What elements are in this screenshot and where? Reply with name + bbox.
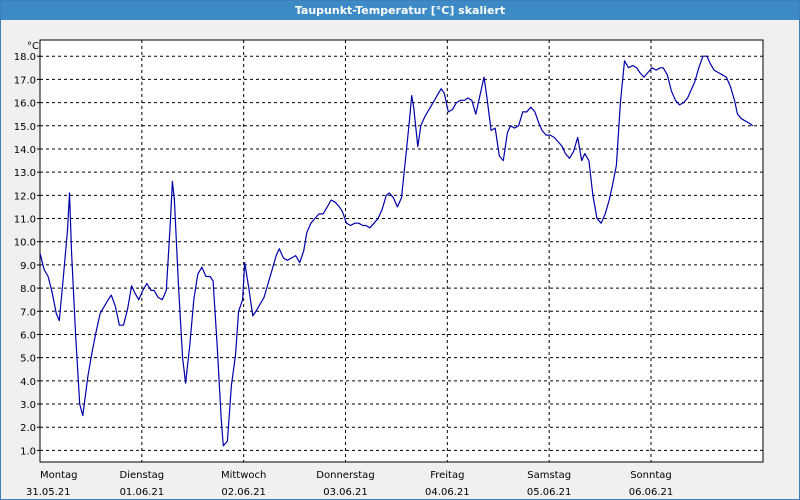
- x-day-label: Samstag: [527, 470, 571, 481]
- chart-title: Taupunkt-Temperatur [°C] skaliert: [1, 1, 799, 20]
- y-tick-label: 8.0: [20, 284, 36, 295]
- y-tick-label: 17.0: [14, 75, 36, 86]
- series-group: [39, 55, 754, 447]
- series-line: [39, 55, 754, 447]
- x-day-label: Freitag: [430, 470, 464, 481]
- y-axis-unit: °C: [27, 41, 39, 52]
- x-date-label: 06.06.21: [629, 487, 674, 498]
- x-day-label: Mittwoch: [221, 470, 266, 481]
- y-tick-label: 5.0: [20, 354, 36, 365]
- y-tick-label: 7.0: [20, 307, 36, 318]
- y-tick-label: 6.0: [20, 330, 36, 341]
- y-tick-label: 12.0: [14, 191, 36, 202]
- y-tick-label: 11.0: [14, 215, 36, 226]
- x-date-label: 05.06.21: [527, 487, 572, 498]
- y-tick-label: 16.0: [14, 99, 36, 110]
- y-tick-label: 1.0: [20, 446, 36, 457]
- x-axis-labels: Montag 31.05.21 Dienstag 01.06.21 Mittwoch 02…: [26, 470, 673, 498]
- x-day-label: Dienstag: [120, 470, 165, 481]
- y-axis: 1.0 2.0 3.0 4.0 5.0 6.0 7.0 8.0 9.0 10.0 11.0 12.0 1…: [14, 52, 40, 457]
- x-day-label: Montag: [40, 470, 77, 481]
- y-tick-label: 13.0: [14, 168, 36, 179]
- y-tick-label: 15.0: [14, 122, 36, 133]
- plot-area: [39, 39, 764, 463]
- y-tick-label: 3.0: [20, 400, 36, 411]
- x-date-label: 04.06.21: [425, 487, 470, 498]
- y-tick-label: 2.0: [20, 423, 36, 434]
- x-date-label: 02.06.21: [221, 487, 266, 498]
- x-date-label: 03.06.21: [323, 487, 368, 498]
- y-tick-label: 9.0: [20, 261, 36, 272]
- y-tick-label: 10.0: [14, 238, 36, 249]
- x-day-label: Sonntag: [630, 470, 672, 481]
- x-day-label: Donnerstag: [316, 470, 374, 481]
- x-date-label: 31.05.21: [26, 487, 71, 498]
- y-tick-label: 14.0: [14, 145, 36, 156]
- grid-lines: [40, 40, 763, 462]
- chart-canvas: 1.0 2.0 3.0 4.0 5.0 6.0 7.0 8.0 9.0 10.0 11.0 12.0 1…: [14, 39, 764, 498]
- y-tick-label: 18.0: [14, 52, 36, 63]
- y-tick-label: 4.0: [20, 377, 36, 388]
- x-date-label: 01.06.21: [120, 487, 165, 498]
